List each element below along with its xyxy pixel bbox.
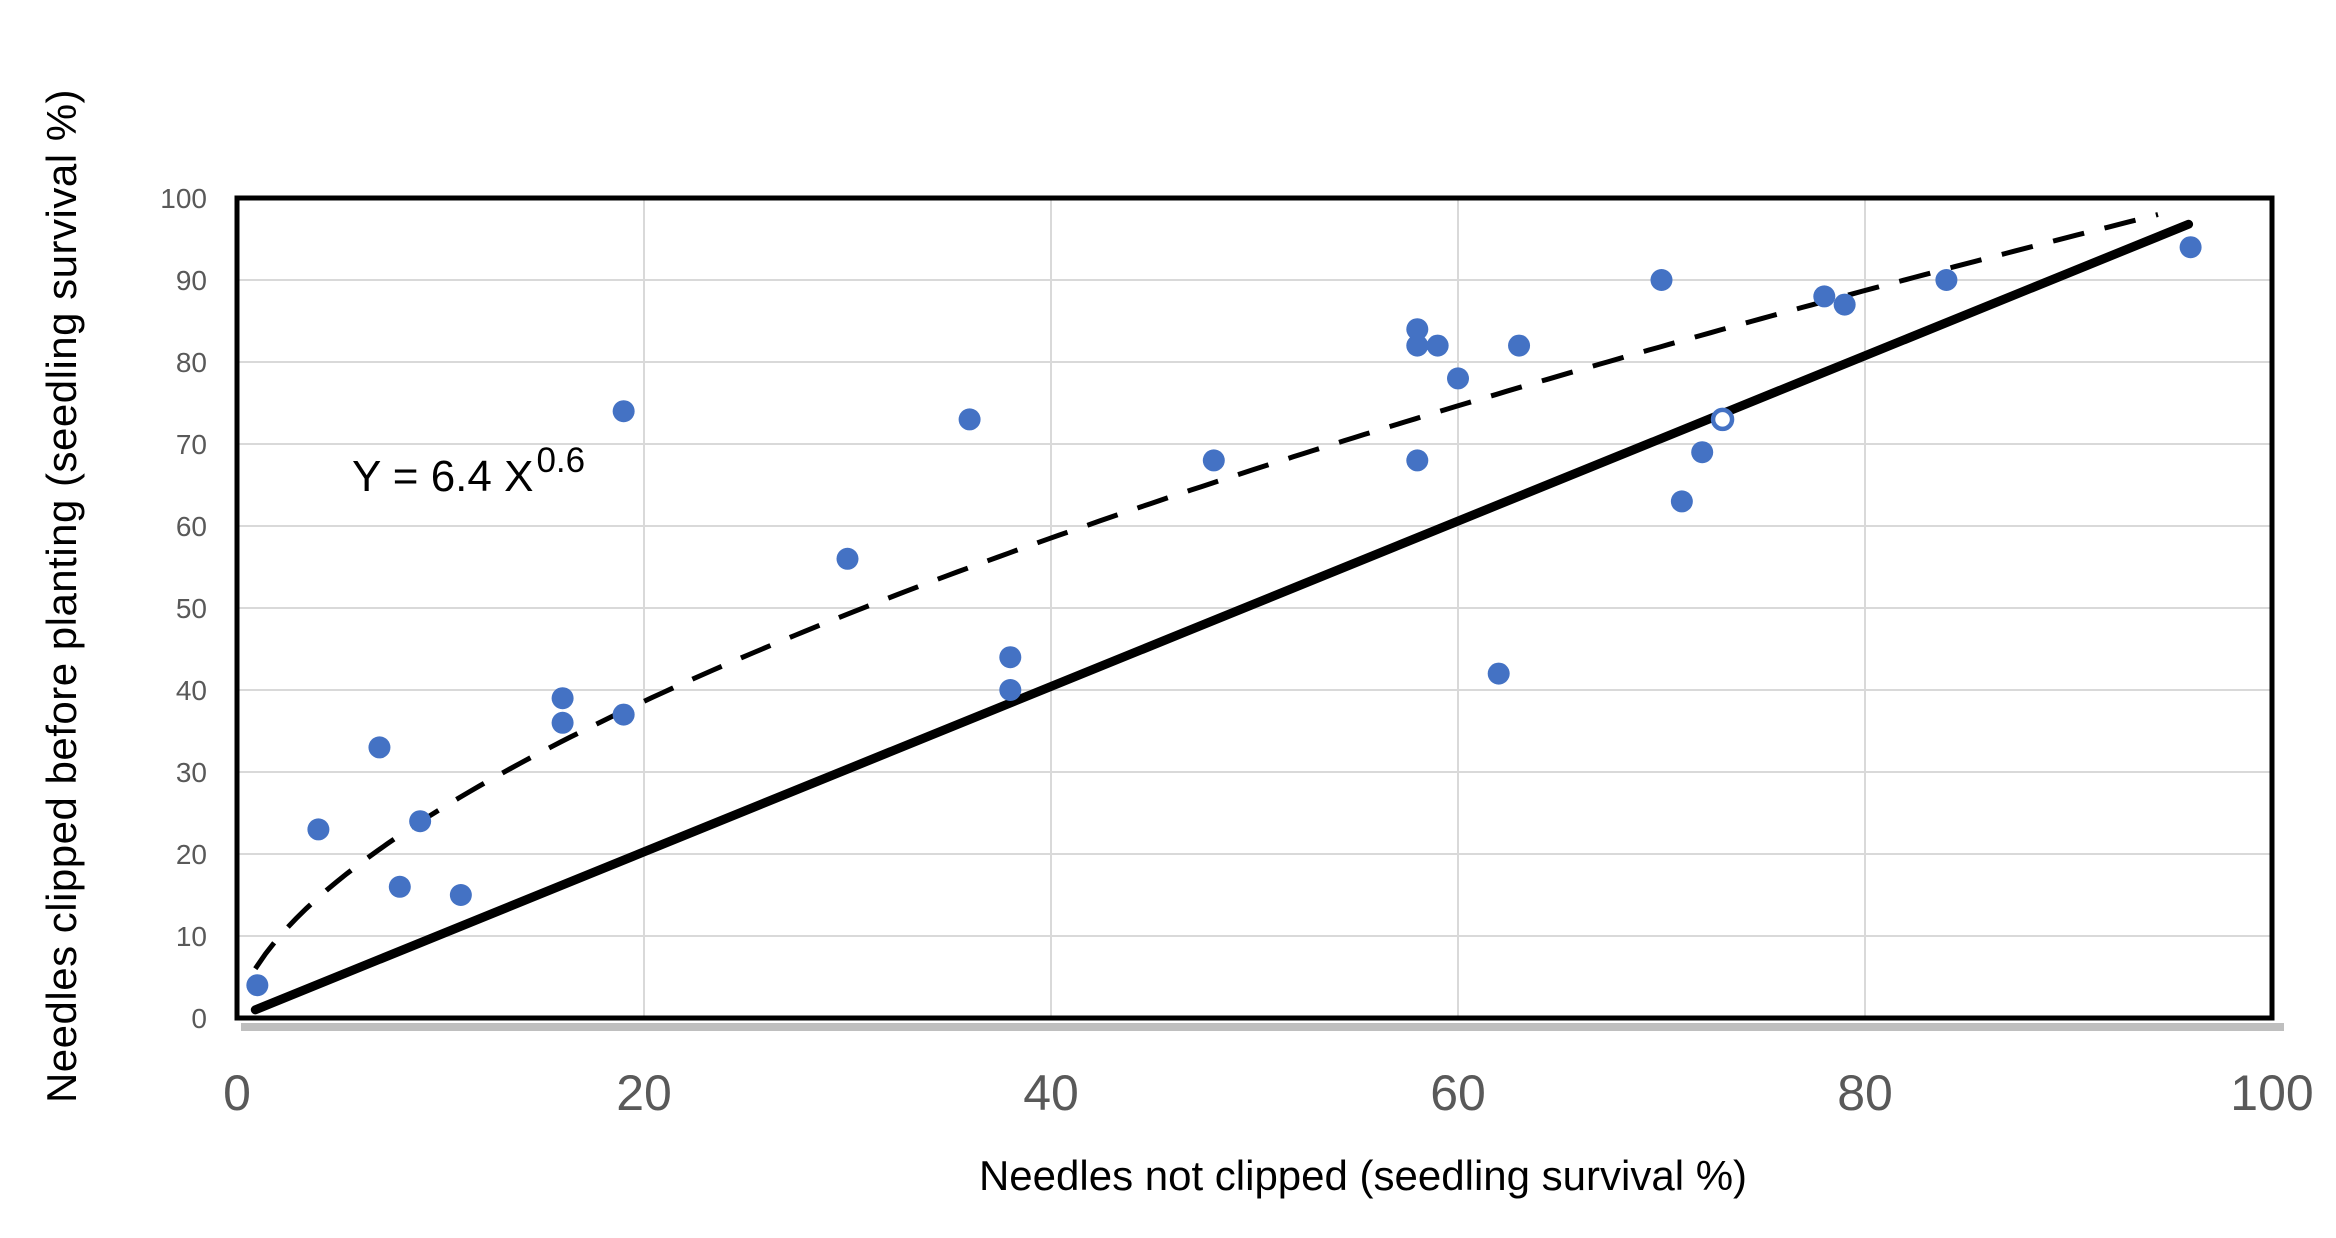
data-point — [612, 400, 635, 423]
data-point — [1935, 269, 1958, 291]
y-tick-label: 20 — [176, 839, 207, 870]
data-point — [449, 884, 472, 906]
y-tick-label: 40 — [176, 675, 207, 706]
data-point — [1670, 490, 1693, 513]
data-point — [1833, 293, 1856, 316]
y-tick-label: 90 — [176, 265, 207, 296]
data-point — [1487, 662, 1510, 685]
x-tick-label: 60 — [1430, 1065, 1486, 1121]
data-point — [999, 679, 1022, 701]
data-point — [246, 974, 269, 997]
data-point — [1406, 449, 1429, 472]
x-tick-label: 100 — [2230, 1065, 2313, 1121]
y-tick-label: 80 — [176, 347, 207, 378]
plot-border — [234, 195, 2275, 1021]
data-point — [1406, 318, 1429, 341]
data-point — [1813, 285, 1836, 308]
data-point — [1508, 334, 1531, 357]
data-point — [307, 818, 330, 841]
data-point — [2179, 236, 2202, 259]
x-tick-label: 80 — [1837, 1065, 1893, 1121]
data-point — [1202, 449, 1225, 472]
equation-exponent: 0.6 — [536, 441, 586, 480]
data-point — [1426, 334, 1449, 357]
x-tick-label: 40 — [1023, 1065, 1079, 1121]
data-point — [368, 736, 391, 759]
x-tick-label: 20 — [616, 1065, 672, 1121]
x-tick-label: 0 — [223, 1065, 251, 1121]
trendline-equation: Y = 6.4 X0.6 — [352, 441, 585, 502]
identity-line — [250, 219, 2194, 1015]
y-tick-label: 100 — [160, 183, 207, 214]
data-point — [999, 646, 1022, 669]
data-point — [551, 687, 574, 710]
data-point — [612, 703, 635, 726]
y-tick-label: 30 — [176, 757, 207, 788]
data-point — [551, 711, 574, 734]
data-point — [1447, 367, 1469, 390]
data-point — [409, 810, 432, 833]
open-data-point — [1710, 407, 1735, 432]
trendline-dashed — [253, 212, 2159, 971]
equation-base: Y = 6.4 X — [352, 452, 534, 501]
data-point — [388, 875, 411, 898]
data-point — [836, 547, 859, 570]
data-point — [958, 408, 981, 431]
y-tick-label: 70 — [176, 429, 207, 460]
y-tick-label: 60 — [176, 511, 207, 542]
y-tick-label: 10 — [176, 921, 207, 952]
y-axis-title: Needles clipped before planting (seedlin… — [38, 88, 85, 1104]
data-point — [1691, 441, 1714, 464]
y-tick-label: 0 — [191, 1003, 207, 1034]
y-tick-label: 50 — [176, 593, 207, 624]
x-axis-title: Needles not clipped (seedling survival %… — [978, 1152, 1748, 1199]
data-point — [1650, 269, 1673, 291]
data-point — [1406, 334, 1429, 357]
